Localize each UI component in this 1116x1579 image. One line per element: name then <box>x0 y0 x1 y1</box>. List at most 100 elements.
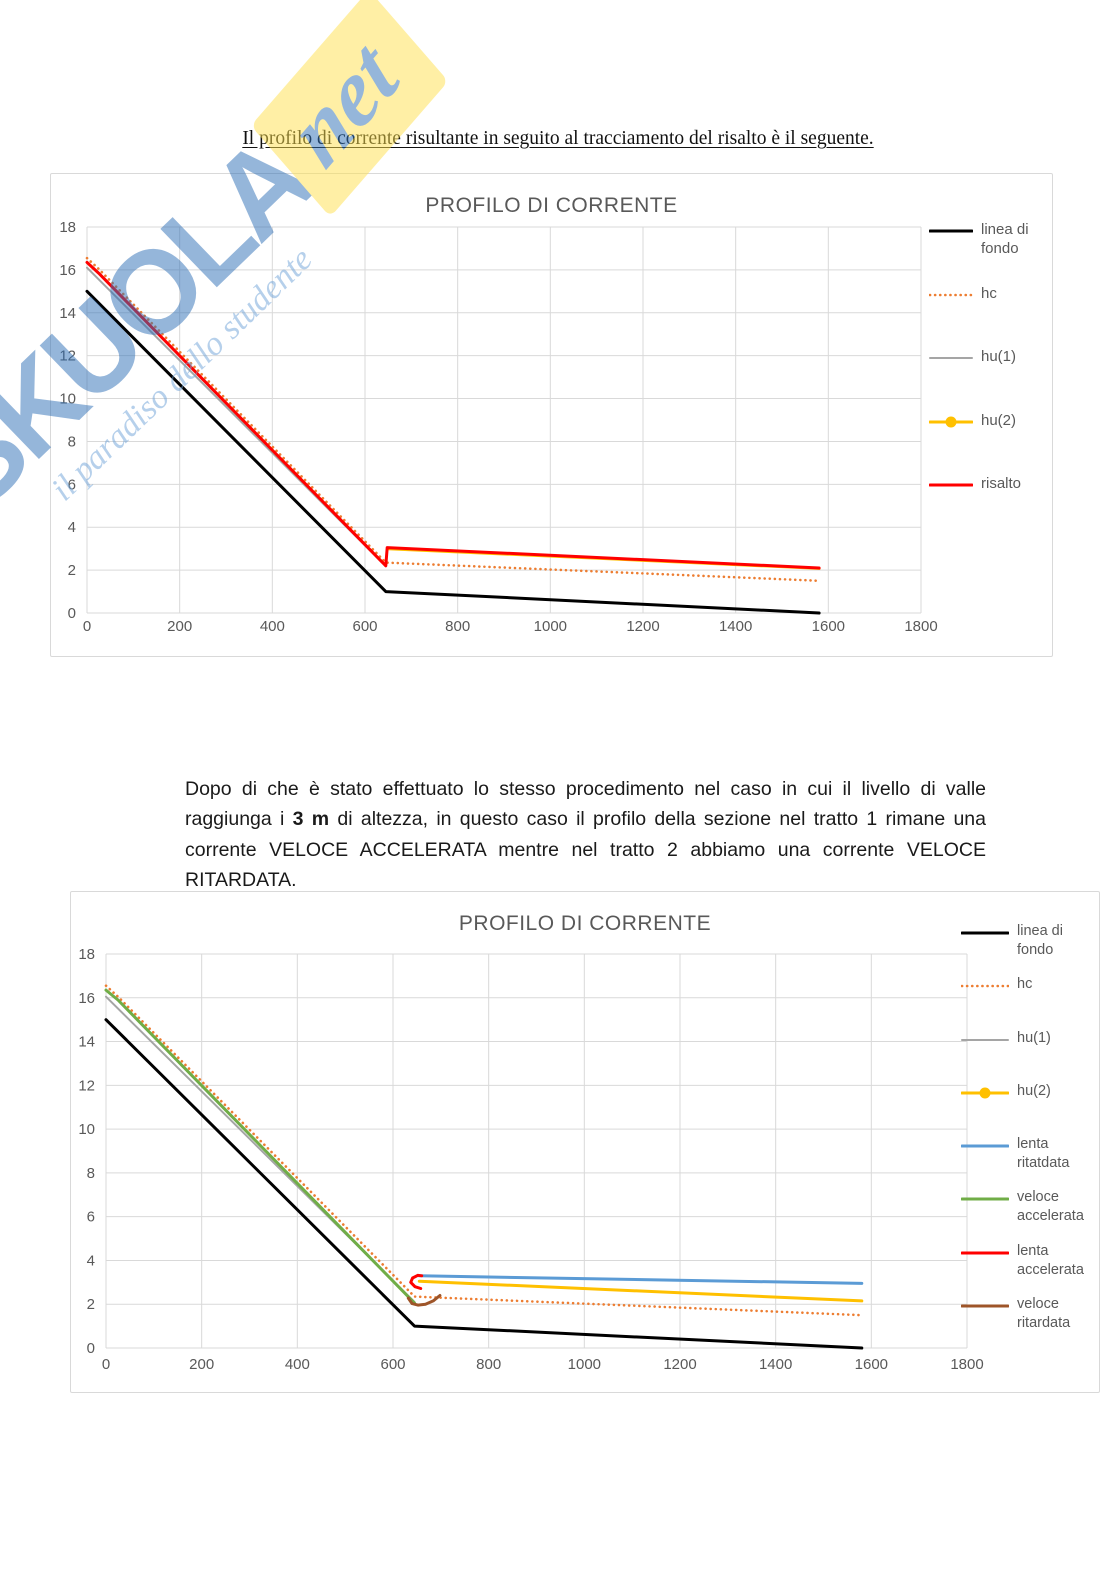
paragraph-bold-3m: 3 m <box>292 808 330 830</box>
series-linea-di-fondo <box>104 1018 864 1350</box>
series-veloce-accelerata <box>104 988 416 1305</box>
x-tick-label: 600 <box>380 1356 405 1373</box>
paragraph-text-before: Dopo di che è stato effettuato lo stesso… <box>185 777 986 831</box>
legend-item: lenta ritatdata <box>961 1135 1093 1188</box>
y-tick-label: 10 <box>78 1121 95 1138</box>
legend-label: linea di fondo <box>981 221 1029 257</box>
x-tick-label: 400 <box>285 1356 310 1373</box>
x-tick-label: 800 <box>445 618 470 635</box>
x-tick-label: 200 <box>189 1356 214 1373</box>
y-tick-label: 4 <box>68 519 76 536</box>
chart1-legend: linea di fondo hc hu(1) hu(2) risalto <box>929 220 1047 538</box>
legend-item: lenta accelerata <box>961 1242 1093 1295</box>
y-tick-label: 6 <box>87 1209 95 1226</box>
y-tick-label: 16 <box>78 990 95 1007</box>
legend-swatch-line-icon <box>961 1087 1009 1099</box>
watermark-net-text: net <box>270 20 416 187</box>
legend-item: hu(1) <box>929 347 1047 411</box>
y-tick-label: 14 <box>78 1034 95 1051</box>
series-risalto <box>85 260 821 570</box>
x-tick-label: 1400 <box>719 618 752 635</box>
y-tick-label: 8 <box>87 1165 95 1182</box>
y-tick-label: 8 <box>68 433 76 450</box>
legend-item: risalto <box>929 474 1047 538</box>
legend-item: veloce accelerata <box>961 1188 1093 1241</box>
legend-marker-circle-icon <box>979 1087 991 1099</box>
series-hc <box>104 984 864 1317</box>
x-tick-label: 1200 <box>663 1356 696 1373</box>
legend-swatch-line-icon <box>961 931 1009 935</box>
y-tick-label: 14 <box>59 305 76 322</box>
legend-label: lenta accelerata <box>1017 1242 1084 1278</box>
chart1-plot: 0 2 4 6 8 10 12 14 16 18 0 200 400 600 800 1000 1200 1400… <box>59 219 937 635</box>
y-tick-label: 0 <box>68 605 76 622</box>
x-tick-label: 400 <box>260 618 285 635</box>
y-tick-label: 4 <box>87 1252 95 1269</box>
legend-swatch-line-icon <box>929 229 973 233</box>
legend-item: hc <box>961 975 1093 1028</box>
legend-item: linea di fondo <box>961 922 1093 975</box>
legend-swatch-dotted-line-icon <box>929 293 973 296</box>
legend-label: hu(2) <box>981 411 1017 429</box>
y-tick-label: 12 <box>59 348 76 365</box>
x-tick-label: 1600 <box>812 618 845 635</box>
x-tick-label: 0 <box>102 1356 110 1373</box>
legend-item: hc <box>929 284 1047 348</box>
y-tick-label: 6 <box>68 476 76 493</box>
legend-label: hu(2) <box>1017 1082 1051 1099</box>
page-title: Il profilo di corrente risultante in seg… <box>242 128 874 149</box>
y-tick-label: 2 <box>68 562 76 579</box>
legend-item: linea di fondo <box>929 220 1047 284</box>
chart2-legend: linea di fondo hc hu(1) hu(2) lenta ritatdat… <box>961 922 1093 1348</box>
legend-label: hc <box>981 284 997 302</box>
series-lenta-ritatdata <box>417 1274 864 1285</box>
y-tick-label: 12 <box>78 1077 95 1094</box>
x-tick-label: 1600 <box>855 1356 888 1373</box>
y-tick-label: 2 <box>87 1296 95 1313</box>
x-tick-label: 1800 <box>904 618 937 635</box>
legend-swatch-line-icon <box>961 1304 1009 1308</box>
y-tick-label: 10 <box>59 391 76 408</box>
chart2-title: PROFILO DI CORRENTE <box>458 912 712 935</box>
legend-label: veloce accelerata <box>1017 1189 1084 1225</box>
legend-swatch-line-icon <box>929 357 973 359</box>
legend-label: risalto <box>981 475 1022 492</box>
x-tick-label: 800 <box>476 1356 501 1373</box>
legend-swatch-dotted-line-icon <box>961 984 1009 988</box>
series-hu-2- <box>417 1279 864 1303</box>
legend-item: veloce ritardata <box>961 1295 1093 1348</box>
x-tick-label: 0 <box>83 618 91 635</box>
y-tick-label: 0 <box>87 1340 95 1357</box>
legend-swatch-line-icon <box>961 1038 1009 1041</box>
x-tick-label: 600 <box>352 618 377 635</box>
legend-label: linea di fondo <box>1017 923 1063 958</box>
legend-item: hu(1) <box>961 1029 1093 1082</box>
legend-label: lenta ritatdata <box>1017 1136 1070 1172</box>
series-hc <box>85 256 821 583</box>
legend-marker-circle-icon <box>945 416 957 427</box>
series-veloce-ritardata <box>406 1294 442 1307</box>
y-tick-label: 18 <box>78 946 95 963</box>
legend-swatch-line-icon <box>961 1251 1009 1255</box>
y-tick-label: 16 <box>59 262 76 279</box>
chart2-plot: 0 2 4 6 8 10 12 14 16 18 0 200 400 600 800 1000 1200 1400… <box>78 946 983 1373</box>
chart-card-profilo-2: 0 2 4 6 8 10 12 14 16 18 0 200 400 600 800 1000 1200 1400… <box>70 891 1100 1393</box>
legend-swatch-line-icon <box>929 483 973 487</box>
series-lenta-accelerata <box>409 1273 424 1290</box>
legend-item: hu(2) <box>961 1082 1093 1135</box>
y-tick-label: 18 <box>59 219 76 236</box>
x-tick-label: 1800 <box>950 1356 983 1373</box>
legend-label: hu(1) <box>981 348 1017 365</box>
legend-swatch-line-icon <box>961 1144 1009 1148</box>
legend-label: hc <box>1017 976 1033 993</box>
x-tick-label: 1200 <box>626 618 659 635</box>
paragraph-text-after: di altezza, in questo caso il profilo de… <box>185 808 986 891</box>
body-paragraph: Dopo di che è stato effettuato lo stesso… <box>185 774 986 896</box>
legend-item: hu(2) <box>929 411 1047 475</box>
x-tick-label: 1000 <box>568 1356 601 1373</box>
legend-swatch-line-icon <box>961 1197 1009 1201</box>
x-tick-label: 1400 <box>759 1356 792 1373</box>
chart-card-profilo-1: 0 2 4 6 8 10 12 14 16 18 0 200 400 600 800 1000 1200 1400… <box>50 173 1053 657</box>
legend-label: hu(1) <box>1017 1029 1051 1046</box>
